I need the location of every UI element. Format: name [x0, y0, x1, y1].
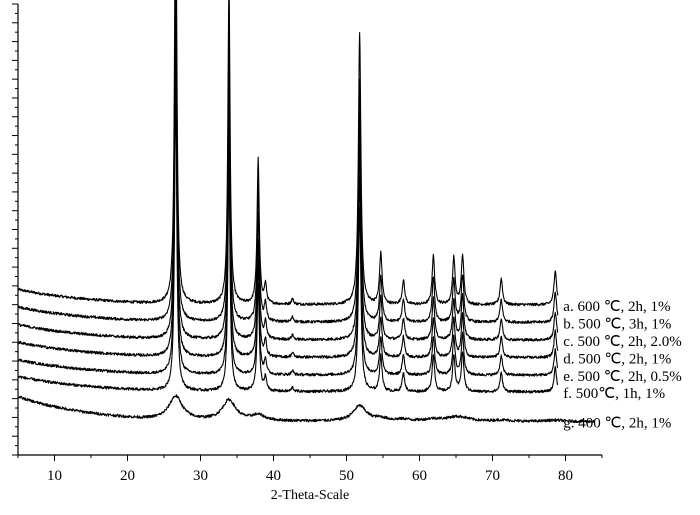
- series-label-e: e. 500 ℃, 2h, 0.5%: [563, 369, 682, 385]
- x-tick-label: 30: [193, 468, 208, 484]
- series-label-f: f. 500℃, 1h, 1%: [563, 386, 665, 402]
- series-line-c: [17, 0, 559, 342]
- series-label-g: g. 400 ℃, 2h, 1%: [563, 416, 671, 432]
- series-labels: a. 600 ℃, 2h, 1%b. 500 ℃, 3h, 1% c. 500 ℃…: [563, 299, 682, 432]
- series-label-d: d. 500 ℃, 2h, 1%: [563, 352, 671, 368]
- series-group: [17, 0, 595, 424]
- series-line-f: [17, 83, 559, 394]
- x-tick-label: 80: [558, 468, 573, 484]
- series-line-b: [17, 0, 559, 325]
- x-tick-label: 50: [339, 468, 354, 484]
- series-line-g: [17, 394, 595, 424]
- x-tick-label: 70: [485, 468, 500, 484]
- series-line-d: [17, 14, 559, 360]
- ticks-group: 10 20 30 40 50 60 70 80: [12, 3, 603, 484]
- series-label-c: c. 500 ℃, 2h, 2.0%: [563, 334, 682, 350]
- x-axis-title: 2-Theta-Scale: [271, 488, 350, 503]
- series-line-a: [17, 0, 559, 307]
- x-tick-label: 10: [47, 468, 62, 484]
- series-label-b: b. 500 ℃, 3h, 1%: [563, 316, 671, 332]
- series-label-a: a. 600 ℃, 2h, 1%: [563, 299, 670, 315]
- x-tick-label: 40: [266, 468, 281, 484]
- x-tick-label: 60: [412, 468, 427, 484]
- x-tick-label: 20: [120, 468, 135, 484]
- series-line-e: [17, 47, 559, 377]
